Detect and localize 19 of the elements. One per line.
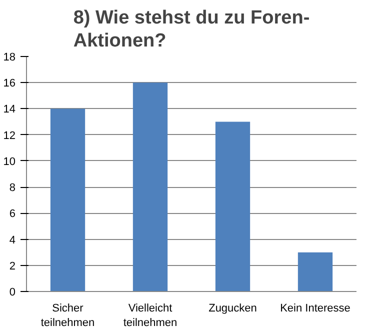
bar	[132, 82, 168, 292]
chart-title: 8) Wie stehst du zu Foren-Aktionen?	[73, 7, 310, 52]
y-tick-label: 6	[9, 208, 16, 220]
y-tick-label: 0	[9, 286, 16, 298]
x-tick-label: Vielleicht teilnehmen	[123, 302, 178, 329]
bar	[50, 108, 86, 292]
y-tick-label: 4	[9, 234, 16, 246]
x-tick-label: Zugucken	[208, 302, 257, 314]
y-tick-label: 18	[3, 52, 16, 64]
y-tick-label: 2	[9, 260, 16, 272]
bar	[215, 122, 250, 292]
y-tick-label: 12	[3, 130, 16, 142]
y-tick-label: 14	[3, 104, 16, 116]
x-tick-label: Sicher teilnehmen	[40, 302, 95, 329]
y-tick-label: 16	[3, 78, 16, 90]
y-tick-label: 8	[9, 182, 16, 194]
y-tick-label: 10	[3, 156, 16, 168]
x-tick-label: Kein Interesse	[280, 302, 350, 314]
bar	[298, 252, 333, 292]
